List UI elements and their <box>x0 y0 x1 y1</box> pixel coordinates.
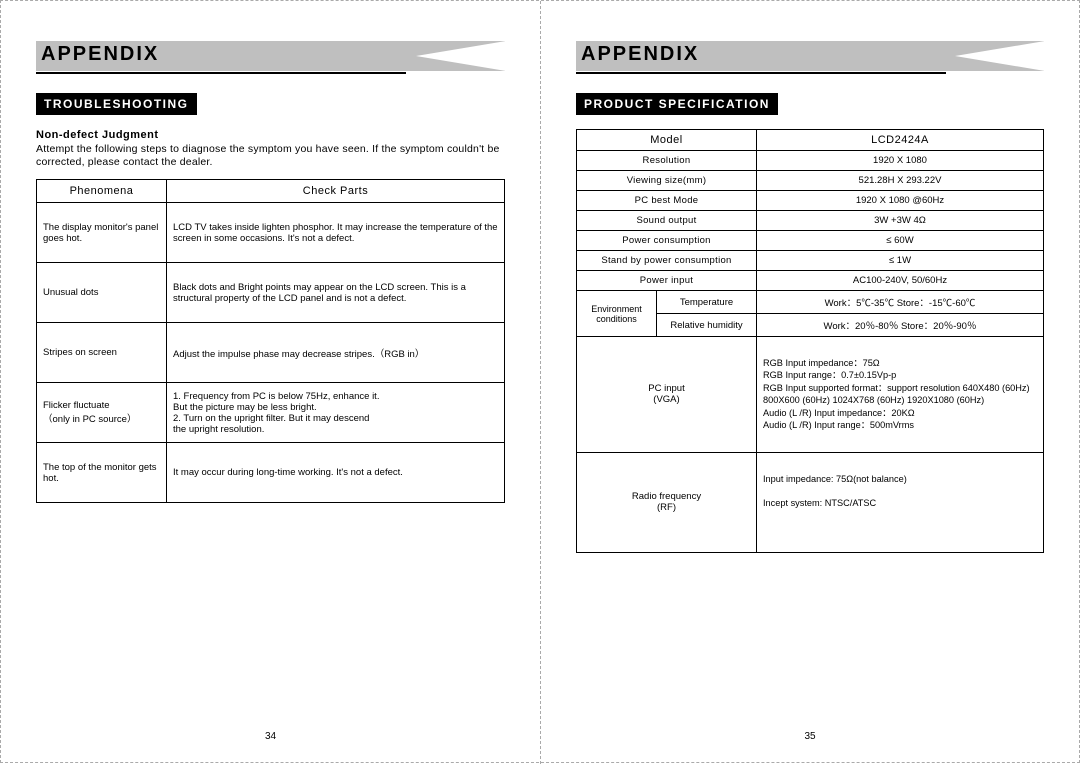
table-row: Unusual dots Black dots and Bright point… <box>37 263 505 323</box>
cell-phenom: Stripes on screen <box>37 323 167 383</box>
table-row: PC best Mode 1920 X 1080 @60Hz <box>577 191 1044 211</box>
cell-phenom: The top of the monitor gets hot. <box>37 443 167 503</box>
page-number-left: 34 <box>1 731 540 742</box>
table-row: Power input AC100-240V, 50/60Hz <box>577 271 1044 291</box>
th-phenomena: Phenomena <box>37 180 167 203</box>
appendix-banner-right: APPENDIX <box>576 41 1044 71</box>
table-row: Viewing size(mm) 521.28H X 293.22V <box>577 171 1044 191</box>
section-troubleshooting: TROUBLESHOOTING <box>36 93 197 115</box>
spec-table: Model LCD2424A Resolution 1920 X 1080 Vi… <box>576 129 1044 553</box>
table-row: Stand by power consumption ≤ 1W <box>577 251 1044 271</box>
table-row: Power consumption ≤ 60W <box>577 231 1044 251</box>
cell-phenom: The display monitor's panel goes hot. <box>37 203 167 263</box>
cell-check: 1. Frequency from PC is below 75Hz, enha… <box>167 383 505 443</box>
table-row: Flicker fluctuate （only in PC source） 1.… <box>37 383 505 443</box>
table-row: Stripes on screen Adjust the impulse pha… <box>37 323 505 383</box>
table-row: Sound output 3W +3W 4Ω <box>577 211 1044 231</box>
page-spread: APPENDIX TROUBLESHOOTING Non-defect Judg… <box>0 0 1080 763</box>
banner-rule <box>36 72 406 74</box>
banner-rule <box>576 72 946 74</box>
th-check-parts: Check Parts <box>167 180 505 203</box>
cell-phenom: Flicker fluctuate （only in PC source） <box>37 383 167 443</box>
table-row: The display monitor's panel goes hot. LC… <box>37 203 505 263</box>
th-model-value: LCD2424A <box>757 130 1044 151</box>
section-product-spec: PRODUCT SPECIFICATION <box>576 93 778 115</box>
cell-phenom: Unusual dots <box>37 263 167 323</box>
cell-check: LCD TV takes inside lighten phosphor. It… <box>167 203 505 263</box>
appendix-banner-left: APPENDIX <box>36 41 505 71</box>
cell-check: Adjust the impulse phase may decrease st… <box>167 323 505 383</box>
troubleshooting-table: Phenomena Check Parts The display monito… <box>36 179 505 503</box>
table-row: PC input (VGA) RGB Input impedance：75Ω R… <box>577 337 1044 453</box>
table-row: Radio frequency (RF) Input impedance: 75… <box>577 452 1044 552</box>
table-row: Resolution 1920 X 1080 <box>577 151 1044 171</box>
subhead-non-defect: Non-defect Judgment <box>36 129 505 141</box>
page-right: APPENDIX PRODUCT SPECIFICATION Model LCD… <box>540 1 1079 764</box>
intro-text: Attempt the following steps to diagnose … <box>36 143 505 169</box>
table-row: Environment conditions Temperature Work：… <box>577 291 1044 314</box>
appendix-title: APPENDIX <box>41 43 159 66</box>
cell-check: Black dots and Bright points may appear … <box>167 263 505 323</box>
cell-check: It may occur during long-time working. I… <box>167 443 505 503</box>
th-model: Model <box>577 130 757 151</box>
page-number-right: 35 <box>541 731 1079 742</box>
troubleshooting-tbody: The display monitor's panel goes hot. LC… <box>37 203 505 503</box>
table-row: The top of the monitor gets hot. It may … <box>37 443 505 503</box>
page-left: APPENDIX TROUBLESHOOTING Non-defect Judg… <box>1 1 540 764</box>
appendix-title: APPENDIX <box>581 43 699 66</box>
